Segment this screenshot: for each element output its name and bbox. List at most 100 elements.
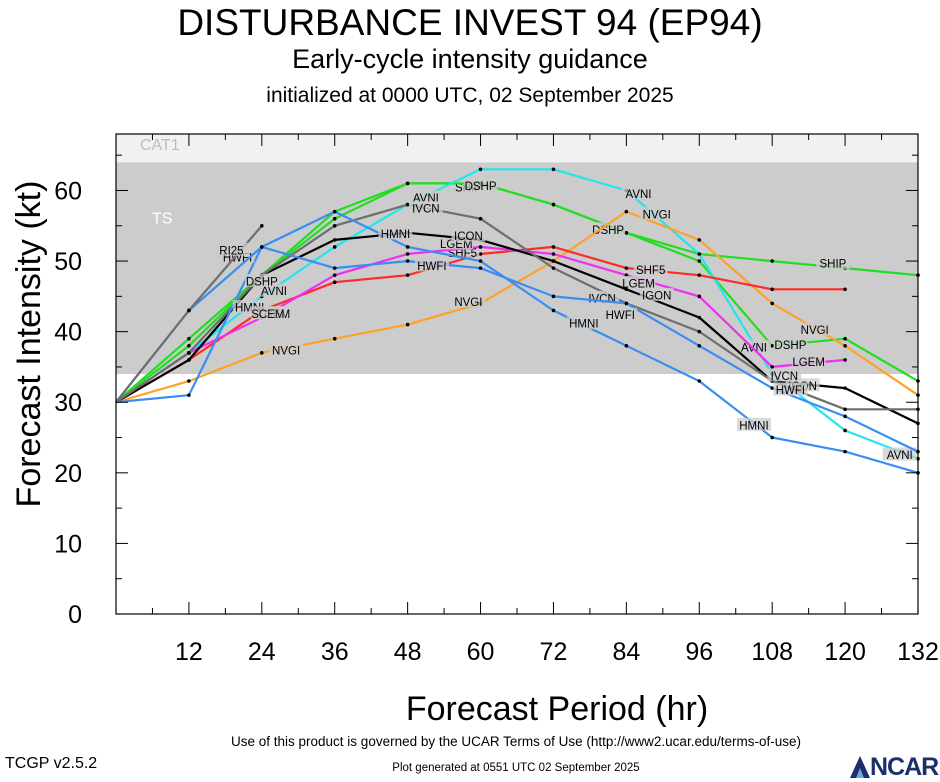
series-label-bg-ivcn-7-2 bbox=[767, 368, 802, 382]
terms-of-use-text: Use of this product is governed by the U… bbox=[231, 734, 801, 749]
chart-subtitle: Early-cycle intensity guidance bbox=[292, 44, 648, 74]
series-point-ship-0 bbox=[187, 343, 191, 348]
series-point-dshp-1 bbox=[405, 181, 410, 186]
series-label-bg-avni-2-2 bbox=[621, 186, 656, 200]
series-label-shf5-4-1: SHF5 bbox=[636, 265, 665, 277]
series-label-bg-nvgi-3-0 bbox=[269, 343, 304, 356]
series-label-dshp-1-1: DSHP bbox=[592, 225, 624, 237]
series-label-nvgi-3-1: NVGI bbox=[454, 297, 482, 309]
init-time: initialized at 0000 UTC, 02 September 20… bbox=[266, 84, 674, 107]
series-label-bg-hwfi-9-3 bbox=[773, 382, 808, 396]
series-point-icon-6 bbox=[624, 287, 629, 292]
series-label-bg-hmni-10-2 bbox=[566, 316, 601, 330]
series-point-icon-6 bbox=[843, 386, 847, 390]
series-point-dshp-1 bbox=[843, 336, 847, 341]
series-label-bg-scem-12-0 bbox=[250, 306, 285, 320]
y-tick-label: 40 bbox=[54, 319, 82, 347]
series-point-hwfi-9 bbox=[187, 393, 191, 397]
series-label-bg-avni-2-4 bbox=[882, 447, 917, 461]
series-label-bg-ship-0-1 bbox=[815, 256, 850, 270]
series-point-hmni-10 bbox=[770, 435, 774, 440]
series-label-ri25-11-0: RI25 bbox=[219, 245, 243, 257]
series-point-dshp-1 bbox=[697, 259, 702, 263]
series-label-bg-dshp-1-0 bbox=[463, 178, 498, 192]
x-tick-label: 48 bbox=[394, 638, 422, 666]
series-point-icon-6 bbox=[187, 358, 191, 362]
series-label-bg-igon-8-0 bbox=[639, 287, 674, 301]
series-point-ivcn-7 bbox=[187, 351, 191, 355]
series-label-bg-ri25-11-0 bbox=[214, 242, 249, 256]
band-label-cat1: CAT1 bbox=[140, 137, 180, 154]
series-point-hmni-10 bbox=[260, 245, 264, 249]
series-label-bg-nvgi-3-1 bbox=[451, 294, 486, 308]
series-point-shf5-4 bbox=[405, 273, 410, 277]
series-point-ship-0 bbox=[770, 259, 774, 263]
series-label-bg-icon-6-0 bbox=[451, 228, 486, 242]
series-point-lgem-5 bbox=[478, 245, 483, 249]
series-point-hwfi-9 bbox=[551, 294, 556, 299]
series-label-dshp-1-2: DSHP bbox=[774, 340, 806, 352]
series-label-bg-shf5-4-1 bbox=[633, 262, 668, 276]
version-label: TCGP v2.5.2 bbox=[5, 755, 98, 772]
series-label-nvgi-3-0: NVGI bbox=[272, 346, 300, 358]
y-tick-label: 0 bbox=[68, 601, 82, 629]
x-tick-label: 24 bbox=[248, 638, 276, 666]
series-point-nvgi-3 bbox=[260, 351, 264, 355]
y-tick-label: 20 bbox=[54, 460, 82, 488]
ncar-logo-icon bbox=[850, 756, 870, 778]
series-point-hmni-10 bbox=[478, 259, 483, 263]
series-point-lgem-5 bbox=[697, 294, 702, 299]
series-label-dshp-13-0: DSHP bbox=[246, 276, 278, 288]
x-tick-label: 84 bbox=[612, 638, 640, 666]
series-label-bg-dshp-13-0 bbox=[244, 273, 279, 287]
series-point-lgem-5 bbox=[843, 358, 847, 362]
series-point-shf5-4 bbox=[551, 245, 556, 249]
x-tick-label: 120 bbox=[824, 638, 866, 666]
series-label-avni-2-2: AVNI bbox=[626, 189, 652, 201]
series-point-ivcn-7 bbox=[551, 266, 556, 270]
series-point-hwfi-9 bbox=[697, 343, 702, 348]
series-point-shf5-4 bbox=[843, 287, 847, 292]
x-tick-label: 132 bbox=[897, 638, 939, 666]
series-point-nvgi-3 bbox=[187, 379, 191, 383]
series-point-ivcn-7 bbox=[405, 202, 410, 207]
series-point-hwfi-9 bbox=[405, 259, 410, 263]
series-label-icon-6-0: ICON bbox=[454, 231, 483, 243]
series-point-lgem-5 bbox=[770, 365, 774, 369]
series-label-ivcn-7-2: IVCN bbox=[771, 371, 798, 383]
series-point-hwfi-9 bbox=[770, 386, 774, 390]
series-label-bg-avni-2-3 bbox=[736, 340, 771, 354]
ncar-logo-text: NCAR bbox=[870, 753, 939, 781]
series-label-lgem-5-1: LGEM bbox=[440, 239, 473, 251]
series-label-bg-hmni-10-1 bbox=[378, 226, 413, 240]
series-label-nvgi-3-3: NVGI bbox=[801, 325, 829, 337]
series-point-hwfi-9 bbox=[478, 266, 483, 270]
series-label-hwfi-9-1: HWFI bbox=[417, 261, 446, 273]
series-point-dshp-1 bbox=[770, 343, 774, 348]
series-point-hwfi-9 bbox=[624, 301, 629, 306]
series-point-hwfi-9 bbox=[843, 414, 847, 419]
series-point-lgem-5 bbox=[332, 273, 337, 277]
series-point-lgem-5 bbox=[551, 252, 556, 256]
series-point-avni-2 bbox=[843, 428, 847, 433]
x-tick-label: 72 bbox=[540, 638, 568, 666]
series-point-icon-6 bbox=[697, 315, 702, 320]
series-point-avni-2 bbox=[697, 252, 702, 256]
series-point-hmni-10 bbox=[405, 245, 410, 249]
series-point-dshp-1 bbox=[624, 231, 629, 235]
series-point-hmni-10 bbox=[624, 343, 629, 348]
series-label-lgem-5-2: LGEM bbox=[622, 278, 655, 290]
series-label-bg-dshp-1-1 bbox=[591, 222, 626, 236]
series-point-shf5-4 bbox=[478, 252, 483, 256]
y-tick-label: 10 bbox=[54, 530, 82, 558]
series-point-avni-2 bbox=[478, 167, 483, 172]
series-point-nvgi-3 bbox=[405, 322, 410, 327]
series-label-avni-2-0: AVNI bbox=[261, 286, 287, 298]
series-point-avni-2 bbox=[551, 167, 556, 172]
series-label-bg-nvgi-3-2 bbox=[639, 206, 674, 220]
y-tick-label: 30 bbox=[54, 389, 82, 417]
series-point-hmni-10 bbox=[697, 379, 702, 383]
series-label-dshp-1-0: DSHP bbox=[465, 181, 497, 193]
series-label-bg-avni-2-0 bbox=[256, 283, 291, 297]
